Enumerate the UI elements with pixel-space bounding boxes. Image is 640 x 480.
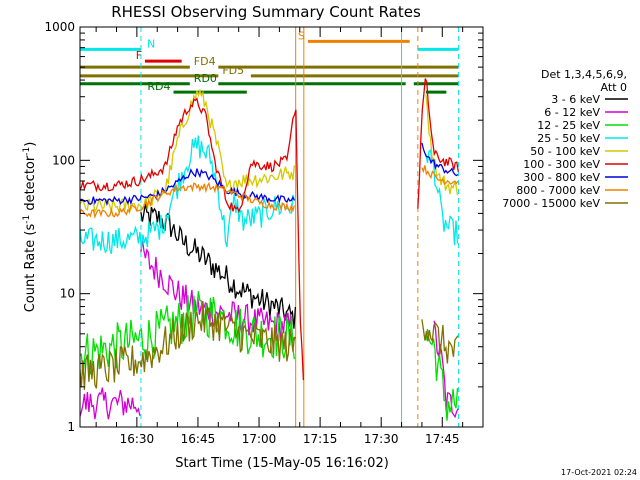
y-tick-label: 1: [67, 420, 75, 434]
legend-label: 800 - 7000 keV: [516, 184, 600, 197]
x-axis-label: Start Time (15-May-05 16:16:02): [175, 456, 389, 471]
x-tick-label: 16:45: [181, 432, 216, 446]
x-tick-label: 17:45: [425, 432, 460, 446]
series-line-1: [80, 387, 141, 420]
bar-label-rd4: RD4: [147, 80, 170, 93]
attenuator-vlines: [140, 27, 460, 427]
bar-label-n: N: [147, 37, 155, 50]
legend-label: 7000 - 15000 keV: [502, 197, 600, 210]
series-line-5: [417, 78, 459, 209]
legend-label: 100 - 300 keV: [523, 158, 600, 171]
x-tick-label: 17:30: [364, 432, 399, 446]
x-tick-label: 16:30: [120, 432, 155, 446]
bar-label-fd4: FD4: [194, 55, 216, 68]
legend-label: 12 - 25 keV: [537, 119, 600, 132]
bar-label-s: S: [298, 29, 305, 42]
series-line-5: [80, 97, 305, 381]
axes: 16:30 16:45 17:00 17:15 17:30 17:45 1 10 100 1000: [44, 20, 484, 446]
y-tick-label: 100: [52, 153, 75, 167]
legend-label: 6 - 12 keV: [544, 106, 600, 119]
series-line-4: [80, 88, 296, 215]
series-line-7: [421, 165, 459, 186]
series-line-4: [425, 94, 459, 196]
series-line-0: [140, 203, 297, 329]
y-tick-label: 1000: [44, 20, 75, 34]
footer-timestamp: 17-Oct-2021 02:24: [561, 468, 637, 477]
series-line-2: [425, 329, 459, 421]
series-lines: [80, 78, 459, 421]
bar-label-f: F: [136, 49, 142, 62]
instrument-bars: NF S FD4 FD5 RD0 RD4: [80, 29, 459, 94]
series-line-8: [421, 319, 459, 364]
legend-header: Det 1,3,4,5,6,9,: [541, 68, 627, 81]
bar-label-fd5: FD5: [222, 64, 244, 77]
legend-label: 25 - 50 keV: [537, 132, 600, 145]
series-line-3: [425, 149, 459, 246]
plot-frame: [79, 26, 484, 428]
x-tick-label: 17:15: [303, 432, 338, 446]
legend-label: 3 - 6 keV: [551, 93, 600, 106]
chart-title: RHESSI Observing Summary Count Rates: [111, 3, 421, 21]
bar-label-rd0: RD0: [194, 72, 217, 85]
series-line-6: [421, 142, 459, 177]
legend-label: 300 - 800 keV: [523, 171, 600, 184]
legend-header-2: Att 0: [601, 81, 627, 94]
y-tick-label: 10: [60, 287, 75, 301]
series-line-7: [80, 181, 296, 220]
x-tick-label: 17:00: [242, 432, 277, 446]
y-axis-label: Count Rate (s-1 detector-1): [22, 142, 38, 313]
series-line-8: [80, 301, 296, 391]
series-line-6: [80, 168, 295, 207]
legend-label: 50 - 100 keV: [530, 145, 600, 158]
series-line-3: [80, 135, 296, 255]
